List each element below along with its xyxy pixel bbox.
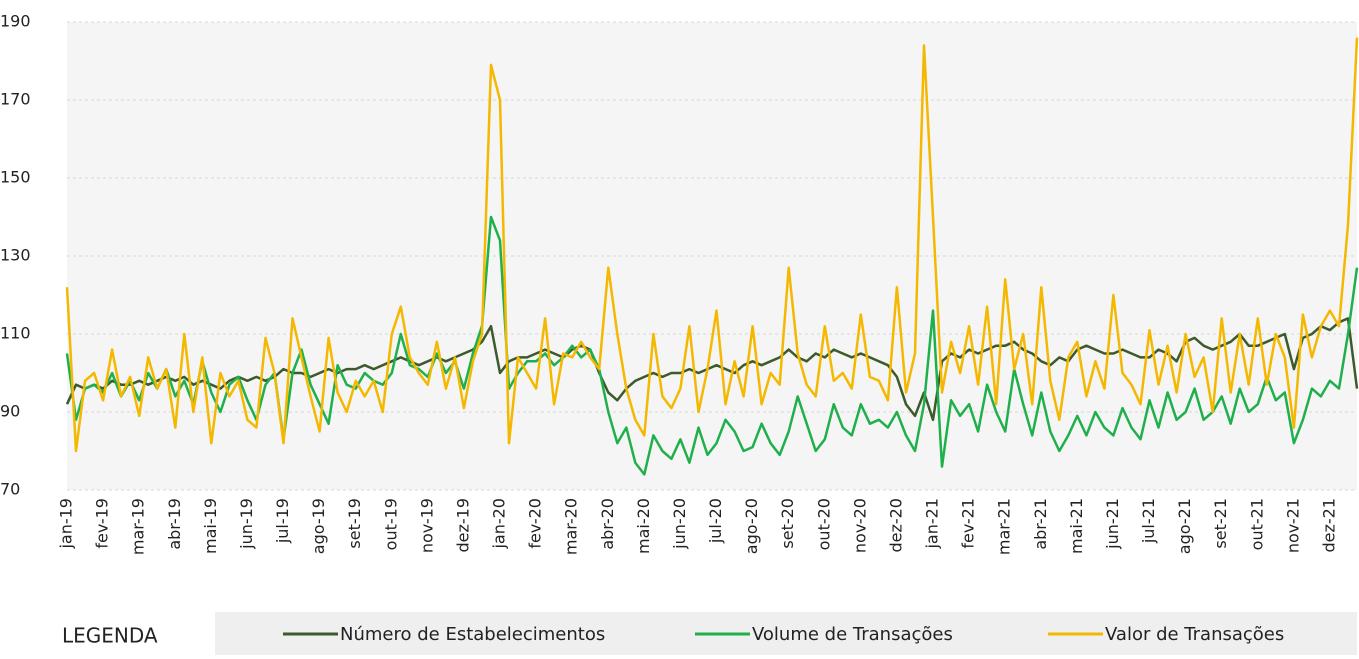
x-tick-label: out-20	[814, 498, 833, 550]
y-tick-label: 70	[0, 480, 20, 499]
x-tick-label: mar-19	[129, 498, 148, 555]
x-tick-label: jul-20	[706, 498, 725, 544]
x-tick-label: out-19	[381, 498, 400, 550]
series-line	[65, 37, 1359, 453]
x-tick-label: abr-21	[1031, 498, 1050, 550]
x-tick-label: set-21	[1211, 498, 1230, 549]
x-tick-label: out-21	[1247, 498, 1266, 550]
legend-label: Número de Estabelecimentos	[340, 624, 605, 645]
x-tick-label: nov-19	[417, 498, 436, 553]
legend-label: Valor de Transações	[1105, 624, 1284, 645]
x-tick-label: jun-19	[237, 498, 256, 550]
x-tick-label: abr-20	[598, 498, 617, 550]
x-tick-label: jul-21	[1139, 498, 1158, 544]
y-tick-label: 110	[0, 324, 31, 343]
y-tick-label: 190	[0, 12, 31, 31]
x-tick-label: mai-19	[201, 498, 220, 554]
x-tick-label: nov-20	[850, 498, 869, 553]
x-tick-label: jan-19	[57, 498, 76, 550]
legend-box	[215, 612, 1357, 655]
x-tick-label: mai-21	[1067, 498, 1086, 554]
x-tick-label: dez-20	[886, 498, 905, 553]
x-tick-label: fev-21	[959, 498, 978, 549]
x-tick-label: mar-20	[562, 498, 581, 555]
legend-label: Volume de Transações	[752, 624, 953, 645]
x-tick-label: fev-20	[526, 498, 545, 549]
x-tick-label: mai-20	[634, 498, 653, 554]
x-tick-label: dez-21	[1319, 498, 1338, 553]
x-tick-label: jan-21	[923, 498, 942, 550]
x-tick-label: jun-20	[670, 498, 689, 550]
x-tick-label: jan-20	[490, 498, 509, 550]
x-tick-label: ago-21	[1175, 498, 1194, 554]
x-tick-label: ago-20	[742, 498, 761, 554]
x-tick-label: fev-19	[93, 498, 112, 549]
x-tick-label: mar-21	[995, 498, 1014, 555]
x-tick-label: set-20	[778, 498, 797, 549]
y-tick-label: 170	[0, 90, 31, 109]
x-tick-label: jun-21	[1103, 498, 1122, 550]
x-tick-label: ago-19	[309, 498, 328, 554]
y-tick-label: 150	[0, 168, 31, 187]
series-line	[65, 317, 1359, 422]
y-tick-label: 90	[0, 402, 20, 421]
x-tick-label: nov-21	[1283, 498, 1302, 553]
x-tick-label: dez-19	[453, 498, 472, 553]
x-tick-label: jul-19	[273, 498, 292, 544]
y-tick-label: 130	[0, 246, 31, 265]
x-tick-label: abr-19	[165, 498, 184, 550]
x-tick-label: set-19	[345, 498, 364, 549]
legend-title: LEGENDA	[62, 624, 158, 648]
